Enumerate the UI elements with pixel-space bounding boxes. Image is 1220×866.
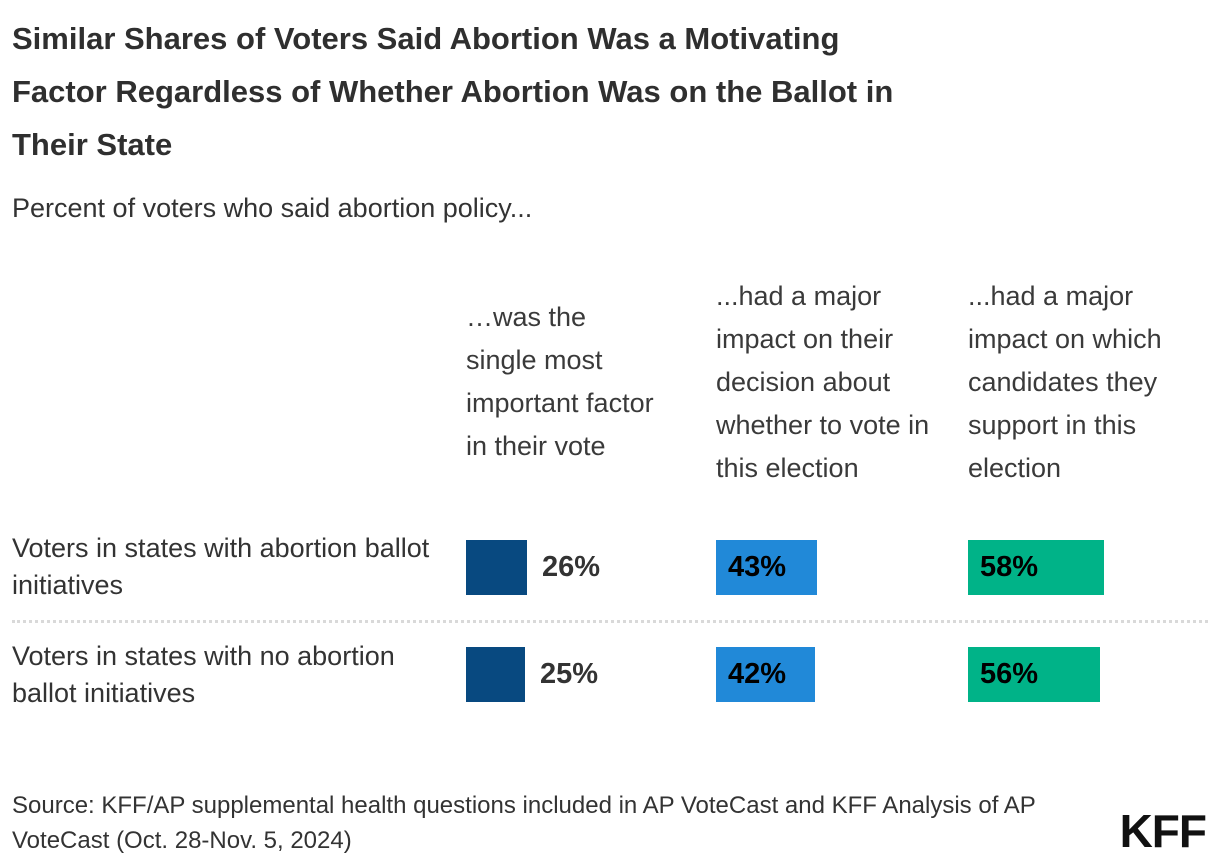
bar-single-most-important xyxy=(466,647,525,702)
source-note: Source: KFF/AP supplemental health quest… xyxy=(12,792,1036,854)
kff-logo: KFF xyxy=(1119,805,1207,857)
bar-cell: 43% xyxy=(716,539,968,595)
bar-value-label: 42% xyxy=(728,658,787,690)
column-header-impact-which-candidates: ...had a major impact on which candidate… xyxy=(968,280,1162,483)
chart-subtitle: Percent of voters who said abortion poli… xyxy=(12,193,533,223)
bar-cell: 26% xyxy=(466,539,716,595)
bar-value-label: 26% xyxy=(542,550,601,583)
bar-impact-whether-to-vote: 43% xyxy=(716,539,817,595)
bar-cell: 56% xyxy=(968,647,1208,702)
bar-value-label: 25% xyxy=(540,658,599,690)
bar-value-label: 56% xyxy=(980,658,1039,690)
table-row-no-ballot-initiatives: Voters in states with no abortion ballot… xyxy=(12,620,1208,726)
column-header-row: …was the single most important factor in… xyxy=(12,250,1208,514)
bar-impact-which-candidates: 58% xyxy=(968,539,1104,595)
chart-title-line: Their State xyxy=(12,127,173,162)
row-label: Voters in states with abortion ballot in… xyxy=(12,533,430,600)
bar-impact-which-candidates: 56% xyxy=(968,647,1100,702)
column-header-impact-whether-to-vote: ...had a major impact on their decision … xyxy=(716,280,930,483)
bar-single-most-important xyxy=(466,539,527,595)
bar-cell: 25% xyxy=(466,647,716,702)
chart-title: Similar Shares of Voters Said Abortion W… xyxy=(12,12,1172,171)
bar-value-label: 58% xyxy=(980,550,1039,583)
chart-title-line: Factor Regardless of Whether Abortion Wa… xyxy=(12,74,894,109)
bar-cell: 42% xyxy=(716,647,968,702)
row-label: Voters in states with no abortion ballot… xyxy=(12,640,395,708)
bar-table: …was the single most important factor in… xyxy=(12,250,1208,726)
table-row-ballot-initiatives: Voters in states with abortion ballot in… xyxy=(12,514,1208,620)
bar-impact-whether-to-vote: 42% xyxy=(716,647,815,702)
chart-title-line: Similar Shares of Voters Said Abortion W… xyxy=(12,21,840,56)
bar-cell: 58% xyxy=(968,539,1208,595)
column-header-single-most-important-factor: …was the single most important factor in… xyxy=(466,302,654,461)
bar-value-label: 43% xyxy=(728,550,787,583)
